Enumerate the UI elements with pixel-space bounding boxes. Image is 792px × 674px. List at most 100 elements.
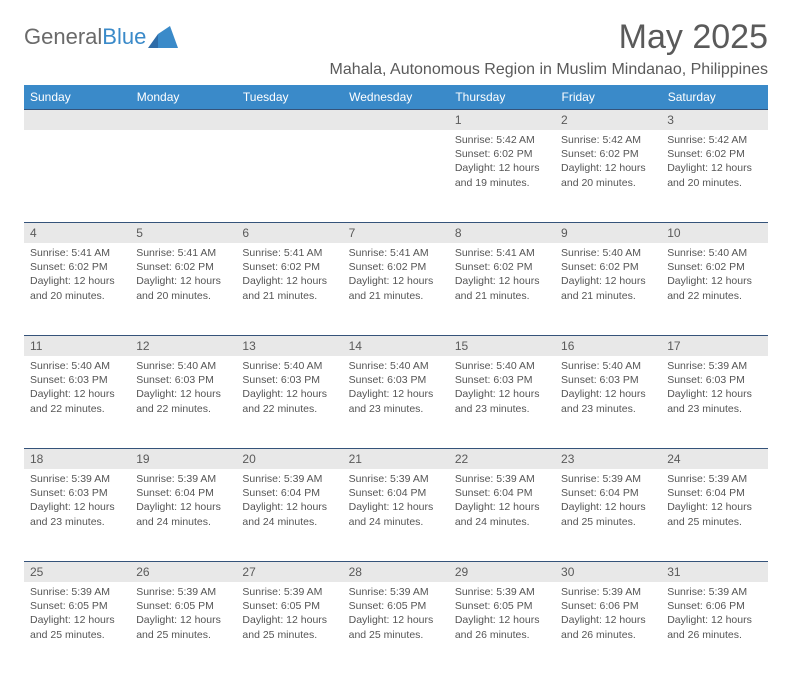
daylight-line: Daylight: 12 hours and 25 minutes. (561, 501, 646, 527)
day-cell: Sunrise: 5:40 AMSunset: 6:02 PMDaylight:… (555, 243, 661, 309)
daylight-line: Daylight: 12 hours and 22 minutes. (30, 388, 115, 414)
weekday-header: Wednesday (343, 85, 449, 109)
weekday-header: Saturday (661, 85, 767, 109)
sunrise-line: Sunrise: 5:40 AM (349, 360, 429, 372)
daylight-line: Daylight: 12 hours and 26 minutes. (667, 614, 752, 640)
day-cell: Sunrise: 5:40 AMSunset: 6:02 PMDaylight:… (661, 243, 767, 309)
sunrise-line: Sunrise: 5:42 AM (455, 134, 535, 146)
sunset-line: Sunset: 6:05 PM (30, 600, 108, 612)
sunset-line: Sunset: 6:03 PM (455, 374, 533, 386)
sunrise-line: Sunrise: 5:39 AM (242, 586, 322, 598)
sunrise-line: Sunrise: 5:40 AM (667, 247, 747, 259)
day-number: 12 (130, 335, 236, 356)
day-number: 10 (661, 222, 767, 243)
sunrise-line: Sunrise: 5:39 AM (561, 586, 641, 598)
day-number: 19 (130, 448, 236, 469)
daylight-line: Daylight: 12 hours and 25 minutes. (136, 614, 221, 640)
daylight-line: Daylight: 12 hours and 23 minutes. (455, 388, 540, 414)
daylight-line: Daylight: 12 hours and 23 minutes. (561, 388, 646, 414)
sunset-line: Sunset: 6:03 PM (561, 374, 639, 386)
sunrise-line: Sunrise: 5:39 AM (136, 473, 216, 485)
day-cell: Sunrise: 5:39 AM Sunset: 6:04 PM Daylight:… (555, 469, 661, 535)
sunset-line: Sunset: 6:02 PM (136, 261, 214, 273)
sunrise-line: Sunrise: 5:41 AM (136, 247, 216, 259)
day-cell: Sunrise: 5:39 AMSunset: 6:05 PMDaylight:… (130, 582, 236, 648)
day-cell: Sunrise: 5:41 AMSunset: 6:02 PMDaylight:… (24, 243, 130, 309)
day-number: 24 (661, 448, 767, 469)
sunset-line: Sunset: 6:02 PM (561, 148, 639, 160)
sunrise-line: Sunrise: 5:42 AM (667, 134, 747, 146)
sunrise-line: Sunrise: 5:39 AM (349, 586, 429, 598)
day-number (236, 109, 342, 130)
daylight-line: Daylight: 12 hours and 22 minutes. (136, 388, 221, 414)
sunrise-line: Sunrise: 5:40 AM (242, 360, 322, 372)
daylight-line: Daylight: 12 hours and 23 minutes. (349, 388, 434, 414)
day-number (343, 109, 449, 130)
daylight-line: Daylight: 12 hours and 21 minutes. (242, 275, 327, 301)
location-line: Mahala, Autonomous Region in Muslim Mind… (24, 61, 768, 79)
daylight-line: Daylight: 12 hours and 26 minutes. (455, 614, 540, 640)
day-cell: Sunrise: 5:39 AMSunset: 6:03 PMDaylight:… (24, 469, 130, 535)
daylight-line: Daylight: 12 hours and 22 minutes. (242, 388, 327, 414)
sunset-line: Sunset: 6:03 PM (136, 374, 214, 386)
sunrise-line: Sunrise: 5:39 AM (349, 473, 429, 485)
sunrise-line: Sunrise: 5:39 AM (455, 473, 535, 485)
day-cell: Sunrise: 5:39 AMSunset: 6:03 PMDaylight:… (661, 356, 767, 422)
day-cell: Sunrise: 5:40 AMSunset: 6:03 PMDaylight:… (555, 356, 661, 422)
sunrise-line: Sunrise: 5:41 AM (242, 247, 322, 259)
sunrise-line: Sunrise: 5:41 AM (30, 247, 110, 259)
sunset-line: Sunset: 6:02 PM (30, 261, 108, 273)
sunset-line: Sunset: 6:03 PM (242, 374, 320, 386)
day-cell: Sunrise: 5:42 AM Sunset: 6:02 PM Daylight:… (661, 130, 767, 196)
sunrise-line: Sunrise: 5:39 AM (561, 473, 641, 485)
sunrise-line: Sunrise: 5:39 AM (136, 586, 216, 598)
day-number: 11 (24, 335, 130, 356)
day-number: 23 (555, 448, 661, 469)
day-number: 17 (661, 335, 767, 356)
day-number: 29 (449, 561, 555, 582)
day-number: 4 (24, 222, 130, 243)
sunset-line: Sunset: 6:02 PM (349, 261, 427, 273)
day-cell: Sunrise: 5:39 AMSunset: 6:04 PMDaylight:… (661, 469, 767, 535)
sunset-line: Sunset: 6:06 PM (561, 600, 639, 612)
sunrise-line: Sunrise: 5:39 AM (455, 586, 535, 598)
day-cell: Sunrise: 5:40 AMSunset: 6:03 PMDaylight:… (130, 356, 236, 422)
sunset-line: Sunset: 6:03 PM (349, 374, 427, 386)
day-number (130, 109, 236, 130)
day-number: 5 (130, 222, 236, 243)
day-cell (343, 130, 449, 139)
day-cell: Sunrise: 5:39 AM Sunset: 6:06 PM Daylight:… (555, 582, 661, 648)
sunset-line: Sunset: 6:04 PM (561, 487, 639, 499)
day-cell: Sunrise: 5:39 AMSunset: 6:06 PMDaylight:… (661, 582, 767, 648)
daylight-line: Daylight: 12 hours and 21 minutes. (349, 275, 434, 301)
day-number: 28 (343, 561, 449, 582)
sunset-line: Sunset: 6:03 PM (30, 487, 108, 499)
sunset-line: Sunset: 6:02 PM (455, 261, 533, 273)
day-cell (130, 130, 236, 139)
day-number (24, 109, 130, 130)
sunset-line: Sunset: 6:04 PM (349, 487, 427, 499)
day-cell: Sunrise: 5:40 AM Sunset: 6:03 PM Daylight:… (343, 356, 449, 422)
weekday-header: Friday (555, 85, 661, 109)
day-number: 26 (130, 561, 236, 582)
day-cell: Sunrise: 5:42 AMSunset: 6:02 PMDaylight:… (449, 130, 555, 196)
day-cell: Sunrise: 5:41 AMSunset: 6:02 PMDaylight:… (449, 243, 555, 309)
sunset-line: Sunset: 6:04 PM (136, 487, 214, 499)
sunset-line: Sunset: 6:02 PM (667, 148, 745, 160)
brand-part1: General (24, 24, 102, 50)
day-number: 25 (24, 561, 130, 582)
daylight-line: Daylight: 12 hours and 20 minutes. (136, 275, 221, 301)
weekday-header: Monday (130, 85, 236, 109)
day-number: 13 (236, 335, 342, 356)
sunset-line: Sunset: 6:04 PM (667, 487, 745, 499)
day-number: 6 (236, 222, 342, 243)
daylight-line: Daylight: 12 hours and 20 minutes. (667, 162, 752, 188)
daylight-line: Daylight: 12 hours and 25 minutes. (667, 501, 752, 527)
weekday-header: Tuesday (236, 85, 342, 109)
day-number: 2 (555, 109, 661, 130)
calendar-table: SundayMondayTuesdayWednesdayThursdayFrid… (24, 85, 768, 674)
brand-part2: Blue (102, 24, 146, 50)
daylight-line: Daylight: 12 hours and 26 minutes. (561, 614, 646, 640)
day-cell: Sunrise: 5:39 AMSunset: 6:04 PMDaylight:… (130, 469, 236, 535)
daylight-line: Daylight: 12 hours and 19 minutes. (455, 162, 540, 188)
